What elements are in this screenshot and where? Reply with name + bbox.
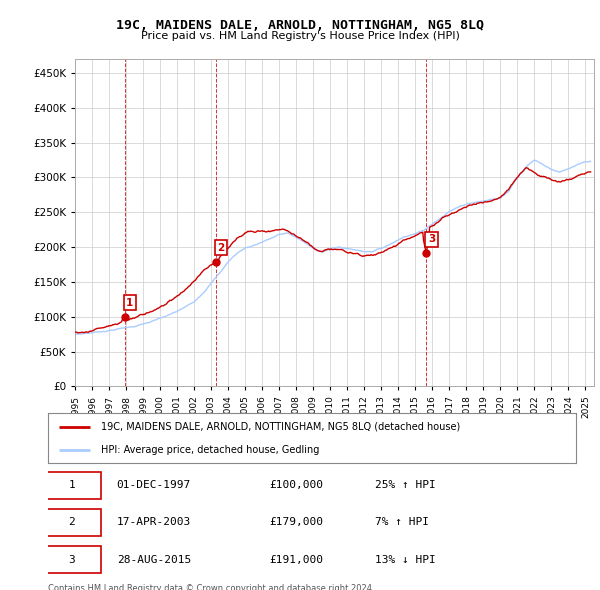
Text: £191,000: £191,000 [270,555,324,565]
Text: 17-APR-2003: 17-APR-2003 [116,517,191,527]
Text: Price paid vs. HM Land Registry's House Price Index (HPI): Price paid vs. HM Land Registry's House … [140,31,460,41]
Text: 28-AUG-2015: 28-AUG-2015 [116,555,191,565]
Text: £100,000: £100,000 [270,480,324,490]
Text: 2: 2 [68,517,75,527]
Text: 1: 1 [68,480,75,490]
Text: HPI: Average price, detached house, Gedling: HPI: Average price, detached house, Gedl… [101,445,319,455]
FancyBboxPatch shape [43,471,101,499]
Text: 25% ↑ HPI: 25% ↑ HPI [376,480,436,490]
Text: 13% ↓ HPI: 13% ↓ HPI [376,555,436,565]
Text: 7% ↑ HPI: 7% ↑ HPI [376,517,430,527]
FancyBboxPatch shape [43,509,101,536]
Text: 01-DEC-1997: 01-DEC-1997 [116,480,191,490]
Text: 3: 3 [428,234,435,244]
Text: 19C, MAIDENS DALE, ARNOLD, NOTTINGHAM, NG5 8LQ (detached house): 19C, MAIDENS DALE, ARNOLD, NOTTINGHAM, N… [101,421,460,431]
Text: 2: 2 [218,243,225,253]
Text: 19C, MAIDENS DALE, ARNOLD, NOTTINGHAM, NG5 8LQ: 19C, MAIDENS DALE, ARNOLD, NOTTINGHAM, N… [116,19,484,32]
Text: Contains HM Land Registry data © Crown copyright and database right 2024.: Contains HM Land Registry data © Crown c… [48,584,374,590]
Text: 1: 1 [126,298,133,308]
Text: 3: 3 [68,555,75,565]
Text: £179,000: £179,000 [270,517,324,527]
FancyBboxPatch shape [43,546,101,573]
